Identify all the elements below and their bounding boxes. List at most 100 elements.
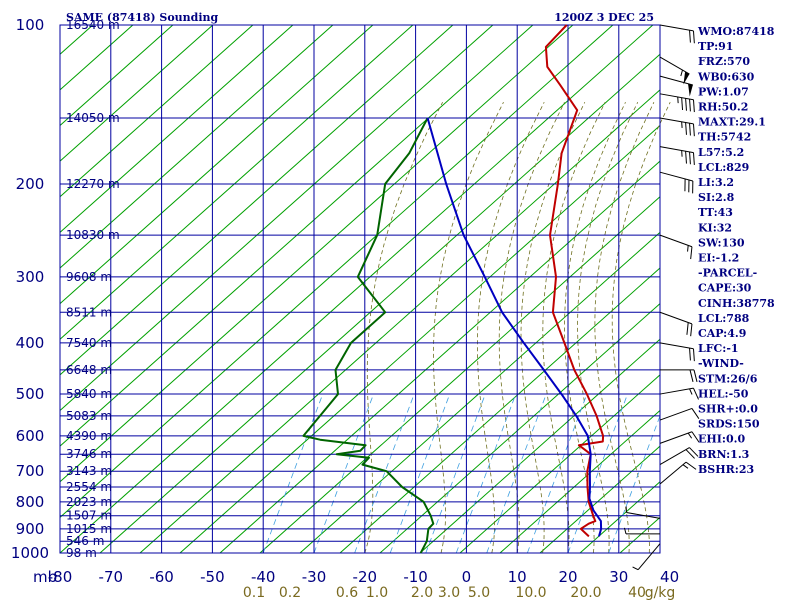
mixing-ratio-label: 0.2	[279, 585, 301, 600]
wind-barb-staff	[659, 447, 690, 465]
index-item: CINH:38778	[698, 297, 775, 310]
wind-barb	[660, 369, 698, 383]
wind-barb-staff	[659, 56, 690, 75]
dry-adiabat-line	[59, 24, 414, 340]
dewpoint-line	[302, 117, 435, 554]
wind-barb-staff	[659, 461, 687, 485]
wind-barb-staff	[659, 311, 693, 325]
moist-adiabat-line	[520, 102, 586, 554]
moist-adiabat-line	[433, 102, 504, 554]
wind-barb-full	[692, 30, 695, 44]
wind-barb	[659, 407, 700, 421]
temperature-tick-label: -10	[403, 568, 428, 586]
height-label: 6648 m	[66, 363, 112, 377]
index-item: L57:5.2	[698, 146, 744, 159]
wind-barb-half	[682, 464, 689, 469]
wind-barb-staff	[659, 117, 694, 125]
height-label: 3746 m	[66, 447, 112, 461]
wind-barb-half	[689, 388, 693, 395]
height-label: 5083 m	[66, 409, 112, 423]
wind-barb	[659, 387, 699, 400]
wind-barb-full	[685, 98, 687, 111]
wind-barb	[659, 56, 690, 85]
dry-adiabat-line	[619, 517, 661, 554]
wind-barb-full	[692, 152, 695, 165]
dry-adiabat-line	[59, 24, 334, 269]
index-item: PW:1.07	[698, 85, 749, 98]
wind-barbs	[624, 24, 700, 571]
wind-barb-full	[689, 151, 691, 165]
profile-lines	[302, 24, 605, 554]
dry-adiabat-line	[419, 338, 661, 554]
index-item: EI:-1.2	[698, 252, 739, 265]
index-item: LCL:788	[698, 312, 750, 325]
index-item: TT:43	[698, 206, 733, 219]
mixing-ratio-line	[389, 393, 451, 554]
height-label: 7540 m	[66, 336, 112, 350]
wind-barb-full	[689, 348, 691, 361]
index-item: -WIND-	[698, 357, 744, 370]
wind-barb-full	[690, 246, 693, 260]
wind-barb	[659, 117, 695, 137]
index-item: CAPE:30	[698, 282, 752, 295]
isobars	[60, 24, 660, 554]
wind-barb	[659, 447, 699, 465]
mixing-ratio-label: 0.6	[336, 585, 358, 600]
wind-barb-full	[690, 323, 693, 337]
wind-barb-full	[689, 123, 691, 136]
wind-barb	[659, 171, 694, 194]
dry-adiabat-line	[59, 24, 174, 126]
dry-adiabat-line	[59, 24, 214, 162]
wind-barb-staff	[659, 387, 694, 395]
wind-barb-full	[685, 449, 695, 459]
dry-adiabats	[59, 24, 661, 554]
index-item: SI:2.8	[698, 191, 735, 204]
dry-adiabat-line	[59, 24, 574, 483]
height-label: 8511 m	[66, 305, 112, 319]
wind-barb-flag	[688, 83, 693, 97]
mixing-ratio-label: 10.0	[515, 585, 546, 600]
wind-barb-full	[686, 322, 689, 335]
index-item: BRN:1.3	[698, 448, 749, 461]
chart-title: SAME (87418) Sounding	[66, 11, 219, 24]
wind-barb-staff	[626, 512, 661, 519]
temperature-tick-label: 10	[508, 568, 527, 586]
dry-adiabat-line	[59, 24, 254, 198]
moist-adiabat-line	[542, 102, 606, 554]
wind-barb-full	[681, 97, 684, 111]
index-item: SW:130	[698, 236, 745, 249]
moist-adiabat-line	[364, 102, 443, 554]
y-axis-label: mb	[33, 568, 57, 586]
index-item: WMO:87418	[697, 25, 775, 38]
wind-barb-full	[689, 98, 691, 112]
isotherms	[59, 24, 661, 554]
height-label: 546 m	[66, 534, 104, 548]
height-label: 1015 m	[66, 522, 112, 536]
mixing-ratio-line	[567, 393, 628, 554]
mixing-ratio-line	[486, 393, 547, 554]
wind-barb	[625, 506, 661, 519]
temperature-tick-label: 0	[462, 568, 472, 586]
pressure-tick-label: 300	[16, 268, 45, 286]
dry-adiabat-line	[539, 445, 661, 554]
wind-barb-full	[685, 461, 697, 470]
mixing-ratio-lines	[262, 393, 661, 554]
wind-barb	[659, 75, 693, 97]
dry-adiabat-line	[499, 410, 661, 554]
mixing-ratio-line	[526, 393, 588, 554]
height-label: 2023 m	[66, 495, 112, 509]
mixing-ratio-line	[313, 393, 374, 554]
index-item: LFC:-1	[698, 342, 739, 355]
moist-adiabat-line	[577, 102, 639, 554]
temperature-tick-labels: -80 -70 -60 -50 -40 -30 -20 -10 0 10 20 30 40	[48, 568, 679, 586]
index-item: SHR+:0.0	[698, 403, 758, 416]
wind-barb	[659, 24, 695, 44]
temperature-tick-label: -50	[200, 568, 225, 586]
mixing-ratio-line	[608, 415, 661, 554]
mixing-ratio-labels: 0.1 0.2 0.6 1.0 2.0 3.0 5.0 10.0 20.0 40g/kg	[243, 585, 675, 600]
dry-adiabat-line	[219, 160, 661, 554]
wind-barb-full	[689, 447, 699, 457]
temperature-tick-label: -80	[48, 568, 73, 586]
temperature-tick-label: -70	[99, 568, 124, 586]
wind-barb	[659, 234, 693, 260]
